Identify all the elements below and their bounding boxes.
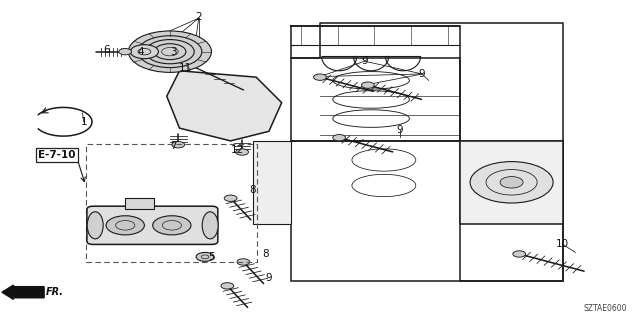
Text: 2: 2 — [195, 12, 202, 22]
Circle shape — [224, 195, 237, 201]
Text: 4: 4 — [138, 47, 145, 57]
Bar — [86, 144, 257, 262]
Text: 1: 1 — [81, 117, 87, 127]
Text: 8: 8 — [250, 185, 256, 195]
Circle shape — [236, 149, 248, 155]
Ellipse shape — [87, 212, 103, 239]
Text: SZTAE0600: SZTAE0600 — [583, 304, 627, 313]
Ellipse shape — [202, 212, 218, 239]
Text: 6: 6 — [103, 45, 109, 55]
Circle shape — [119, 49, 132, 55]
Text: 8: 8 — [262, 249, 269, 259]
Text: 9: 9 — [266, 273, 272, 283]
Text: 5: 5 — [208, 252, 215, 262]
Circle shape — [237, 259, 250, 265]
Text: E-7-10: E-7-10 — [38, 150, 76, 160]
Circle shape — [106, 216, 145, 235]
Circle shape — [131, 45, 159, 59]
Circle shape — [500, 177, 523, 188]
Text: 3: 3 — [170, 47, 177, 57]
Text: 7: 7 — [170, 141, 177, 151]
Circle shape — [172, 141, 184, 148]
Circle shape — [129, 31, 211, 72]
Polygon shape — [167, 71, 282, 141]
Text: 9: 9 — [362, 56, 368, 66]
Circle shape — [470, 162, 553, 203]
Circle shape — [314, 74, 326, 80]
FancyArrow shape — [2, 285, 44, 300]
Polygon shape — [253, 141, 291, 224]
Circle shape — [513, 251, 525, 257]
Text: 9: 9 — [419, 69, 426, 79]
Circle shape — [153, 216, 191, 235]
FancyBboxPatch shape — [87, 206, 218, 244]
Text: 11: 11 — [179, 63, 193, 73]
Polygon shape — [461, 141, 563, 224]
Text: 12: 12 — [230, 146, 244, 156]
Circle shape — [362, 82, 374, 88]
Circle shape — [196, 252, 214, 261]
Polygon shape — [125, 198, 154, 209]
Text: 9: 9 — [397, 125, 403, 135]
Text: FR.: FR. — [45, 287, 63, 297]
Circle shape — [221, 283, 234, 289]
Text: 10: 10 — [556, 239, 569, 249]
Circle shape — [333, 134, 346, 141]
